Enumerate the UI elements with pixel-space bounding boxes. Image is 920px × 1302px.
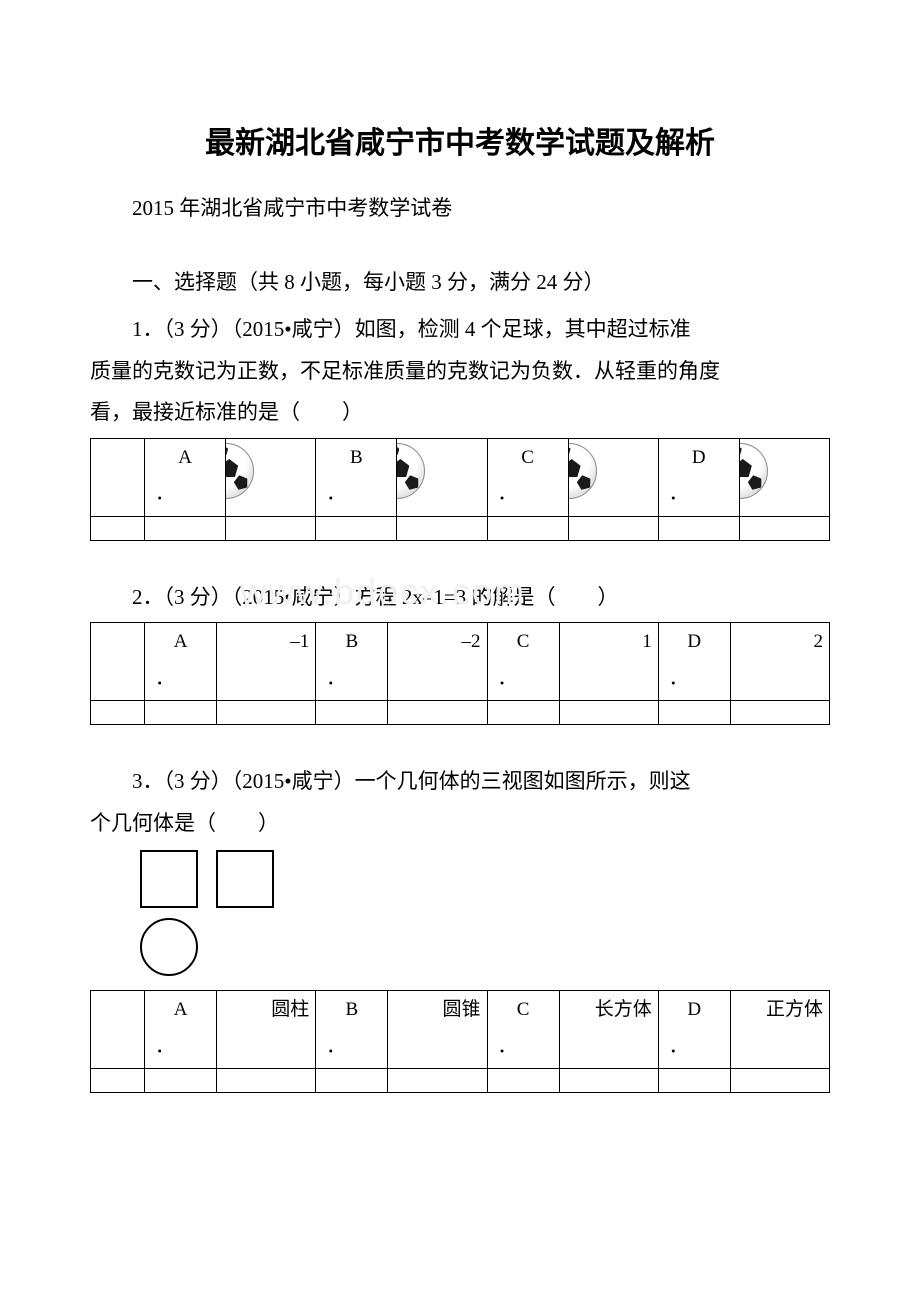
q1-icon-d [739,438,829,516]
label-text: A [151,443,219,473]
q2-label-a: A ． [145,623,217,701]
label-dot: ． [151,664,210,694]
table-row: A ． –1 B ． –2 C ． 1 D ． 2 [91,623,830,701]
q3-label-d: D ． [658,991,730,1069]
q3-line1: 3．（3 分）（2015•咸宁）一个几何体的三视图如图所示，则这 [90,765,830,799]
side-view-icon [216,850,274,908]
three-views-diagram [140,850,830,976]
q2-label-c: C ． [487,623,559,701]
soccer-ball-icon [739,443,768,499]
q1-lead-cell [91,438,145,516]
q3-lead-cell [91,991,145,1069]
q1-line3: 看，最接近标准的是（ ） [90,396,830,430]
q1-icon-c [568,438,658,516]
q3-label-a: A ． [145,991,217,1069]
q1-label-d: D ． [658,438,739,516]
label-text: B [322,995,381,1025]
label-text: C [494,627,553,657]
table-row [91,701,830,725]
q2-lead-cell [91,623,145,701]
q1-label-c: C ． [487,438,568,516]
q2-label-b: B ． [316,623,388,701]
front-view-icon [140,850,198,908]
q2-label-d: D ． [658,623,730,701]
soccer-ball-icon [568,443,597,499]
page-title: 最新湖北省咸宁市中考数学试题及解析 [90,120,830,168]
q2-opt-b: –2 [388,623,487,701]
q3-label-b: B ． [316,991,388,1069]
label-text: B [322,627,381,657]
soccer-ball-icon [397,443,426,499]
label-dot: ． [665,664,724,694]
label-text: A [151,995,210,1025]
top-view-icon [140,918,198,976]
label-text: D [665,995,724,1025]
label-text: D [665,627,724,657]
q3-options-table: A ． 圆柱 B ． 圆锥 C ． 长方体 D ． 正方体 [90,990,830,1093]
label-text: C [494,443,562,473]
q2-text: 2．（3 分）（2015•咸宁）方程 2x–1=3 的解是（ ） [90,581,830,615]
q2-options-table: A ． –1 B ． –2 C ． 1 D ． 2 [90,622,830,725]
label-dot: ． [322,664,381,694]
q1-line2: 质量的克数记为正数，不足标准质量的克数记为负数．从轻重的角度 [90,355,830,389]
label-text: A [151,627,210,657]
label-text: D [665,443,733,473]
q1-label-a: A ． [145,438,226,516]
label-text: C [494,995,553,1025]
label-dot: ． [665,479,733,509]
label-dot: ． [151,1032,210,1062]
label-dot: ． [322,479,390,509]
label-dot: ． [494,479,562,509]
label-text: B [322,443,390,473]
subtitle: 2015 年湖北省咸宁市中考数学试卷 [90,192,830,226]
q3-line2: 个几何体是（ ） [90,807,830,841]
q3-opt-a: 圆柱 [217,991,316,1069]
table-row [91,516,830,540]
q3-opt-b: 圆锥 [388,991,487,1069]
label-dot: ． [151,479,219,509]
table-row: A ． 圆柱 B ． 圆锥 C ． 长方体 D ． 正方体 [91,991,830,1069]
q1-label-b: B ． [316,438,397,516]
soccer-ball-icon [226,443,255,499]
q3-opt-d: 正方体 [730,991,829,1069]
label-dot: ． [494,1032,553,1062]
q1-line1: 1．（3 分）（2015•咸宁）如图，检测 4 个足球，其中超过标准 [90,313,830,347]
q2-opt-c: 1 [559,623,658,701]
q3-label-c: C ． [487,991,559,1069]
label-dot: ． [665,1032,724,1062]
table-row [91,1069,830,1093]
q1-icon-b [397,438,487,516]
q1-options-table: A ． B ． C ． D ． [90,438,830,541]
q1-icon-a [226,438,316,516]
q2-opt-a: –1 [217,623,316,701]
section-heading: 一、选择题（共 8 小题，每小题 3 分，满分 24 分） [90,266,830,300]
table-row: A ． B ． C ． D ． [91,438,830,516]
label-dot: ． [494,664,553,694]
label-dot: ． [322,1032,381,1062]
q2-opt-d: 2 [730,623,829,701]
q3-opt-c: 长方体 [559,991,658,1069]
